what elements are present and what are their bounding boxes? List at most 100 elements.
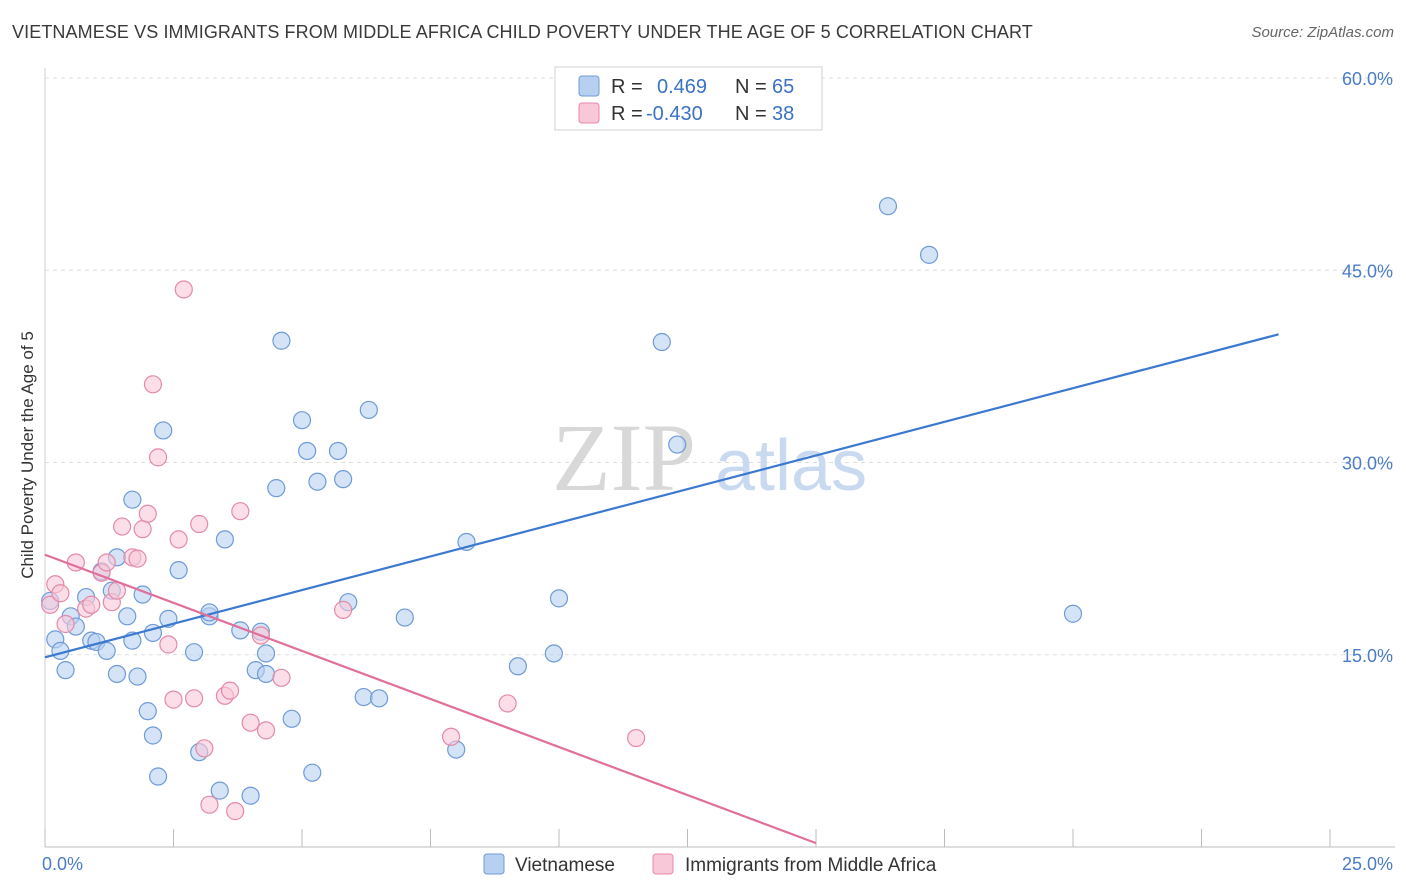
- x-tick-labels: 0.0% 25.0%: [42, 854, 1393, 874]
- point-vietnamese-56: [549, 589, 569, 608]
- point-middle-africa-32: [256, 721, 276, 740]
- bottom-legend-swatch-vietnamese: [483, 853, 505, 875]
- point-vietnamese-40: [282, 709, 301, 728]
- watermark-zip: ZIP: [552, 404, 696, 511]
- point-vietnamese-39: [272, 331, 291, 350]
- point-vietnamese-48: [354, 687, 373, 707]
- legend-r-label-middle-africa: R =: [611, 103, 643, 125]
- legend-r-value-middle-africa: -0.430: [646, 103, 703, 125]
- point-middle-africa-34: [334, 600, 353, 619]
- legend-n-label-vietnamese: N =: [735, 76, 767, 98]
- legend-r-value-vietnamese: 0.469: [657, 76, 707, 98]
- point-vietnamese-17: [128, 667, 147, 686]
- trend-line-vietnamese: [44, 333, 1279, 659]
- point-middle-africa-17: [148, 448, 168, 467]
- point-middle-africa-30: [241, 713, 260, 732]
- point-vietnamese-20: [143, 726, 163, 745]
- point-middle-africa-13: [128, 549, 147, 568]
- point-vietnamese-43: [303, 763, 322, 782]
- point-vietnamese-3: [56, 661, 75, 680]
- point-middle-africa-2: [51, 584, 70, 603]
- point-middle-africa-25: [200, 795, 219, 814]
- legend-n-label-middle-africa: N =: [735, 103, 767, 125]
- data-points: [41, 197, 1083, 821]
- point-middle-africa-24: [195, 739, 214, 758]
- point-vietnamese-38: [267, 479, 286, 498]
- bottom-legend-label-middle-africa: Immigrants from Middle Africa: [685, 855, 937, 876]
- y-tick-label-2: 45.0%: [1342, 261, 1393, 281]
- point-middle-africa-6: [82, 595, 101, 614]
- point-middle-africa-0: [41, 595, 60, 614]
- point-vietnamese-61: [1063, 604, 1083, 623]
- point-middle-africa-21: [174, 280, 193, 299]
- point-vietnamese-37: [256, 664, 276, 684]
- point-middle-africa-18: [159, 635, 178, 654]
- point-vietnamese-50: [370, 689, 389, 708]
- point-middle-africa-20: [169, 530, 188, 549]
- legend-n-value-middle-africa: 38: [772, 103, 794, 125]
- chart-title: VIETNAMESE VS IMMIGRANTS FROM MIDDLE AFR…: [12, 22, 1033, 42]
- point-middle-africa-11: [112, 517, 132, 536]
- point-middle-africa-37: [626, 728, 646, 748]
- point-vietnamese-22: [148, 767, 168, 786]
- legend-swatch-vietnamese: [578, 75, 600, 97]
- point-vietnamese-36: [256, 644, 276, 663]
- x-tick-label-0: 0.0%: [42, 854, 83, 874]
- point-vietnamese-10: [97, 641, 116, 661]
- point-vietnamese-45: [328, 441, 348, 461]
- point-vietnamese-60: [919, 245, 939, 264]
- point-vietnamese-58: [668, 435, 687, 454]
- point-middle-africa-35: [441, 727, 461, 746]
- watermark: ZIP atlas: [552, 404, 867, 511]
- legend-swatch-middle-africa: [578, 102, 600, 124]
- point-vietnamese-46: [334, 470, 353, 489]
- point-middle-africa-33: [272, 668, 291, 687]
- point-middle-africa-22: [184, 689, 204, 708]
- stats-legend: R = 0.469 N = 65 R = -0.430 N = 38: [554, 66, 823, 131]
- point-middle-africa-36: [498, 694, 517, 713]
- axes: [44, 68, 1395, 848]
- point-vietnamese-41: [292, 411, 312, 430]
- point-vietnamese-33: [241, 786, 260, 805]
- bottom-legend-swatch-middle-africa: [652, 853, 674, 875]
- watermark-atlas: atlas: [715, 426, 867, 506]
- x-tick-label-1: 25.0%: [1342, 854, 1393, 874]
- point-vietnamese-57: [652, 332, 671, 352]
- point-vietnamese-13: [107, 664, 127, 684]
- point-vietnamese-42: [298, 441, 317, 461]
- point-vietnamese-54: [508, 657, 527, 676]
- y-tick-labels: 15.0% 30.0% 45.0% 60.0%: [1342, 69, 1393, 666]
- point-middle-africa-3: [56, 614, 75, 634]
- point-vietnamese-23: [154, 421, 173, 440]
- trend-line-middle-africa: [44, 553, 817, 845]
- point-vietnamese-51: [395, 608, 414, 627]
- point-middle-africa-23: [190, 514, 209, 534]
- point-middle-africa-15: [138, 504, 157, 523]
- point-middle-africa-14: [133, 520, 152, 539]
- y-tick-label-0: 15.0%: [1342, 646, 1393, 666]
- point-vietnamese-26: [184, 643, 204, 662]
- y-tick-label-1: 30.0%: [1342, 454, 1393, 474]
- point-middle-africa-8: [97, 553, 116, 572]
- y-axis-label: Child Poverty Under the Age of 5: [18, 331, 37, 579]
- point-vietnamese-49: [359, 400, 378, 420]
- point-vietnamese-19: [138, 702, 157, 721]
- point-vietnamese-16: [123, 490, 142, 509]
- point-middle-africa-19: [164, 690, 183, 709]
- point-vietnamese-59: [878, 197, 898, 216]
- point-vietnamese-30: [210, 781, 229, 800]
- bottom-legend-label-vietnamese: Vietnamese: [515, 855, 615, 876]
- point-middle-africa-29: [231, 502, 250, 521]
- point-middle-africa-27: [220, 681, 240, 700]
- grid-lines: [45, 77, 1395, 656]
- series-legend: Vietnamese Immigrants from Middle Africa: [483, 853, 937, 876]
- y-tick-label-3: 60.0%: [1342, 69, 1393, 89]
- point-vietnamese-14: [118, 607, 137, 626]
- point-vietnamese-44: [308, 472, 327, 491]
- point-vietnamese-55: [544, 644, 563, 663]
- point-vietnamese-25: [169, 561, 188, 580]
- legend-r-label-vietnamese: R =: [611, 76, 643, 98]
- point-vietnamese-31: [215, 530, 234, 549]
- trend-lines: [44, 333, 1279, 845]
